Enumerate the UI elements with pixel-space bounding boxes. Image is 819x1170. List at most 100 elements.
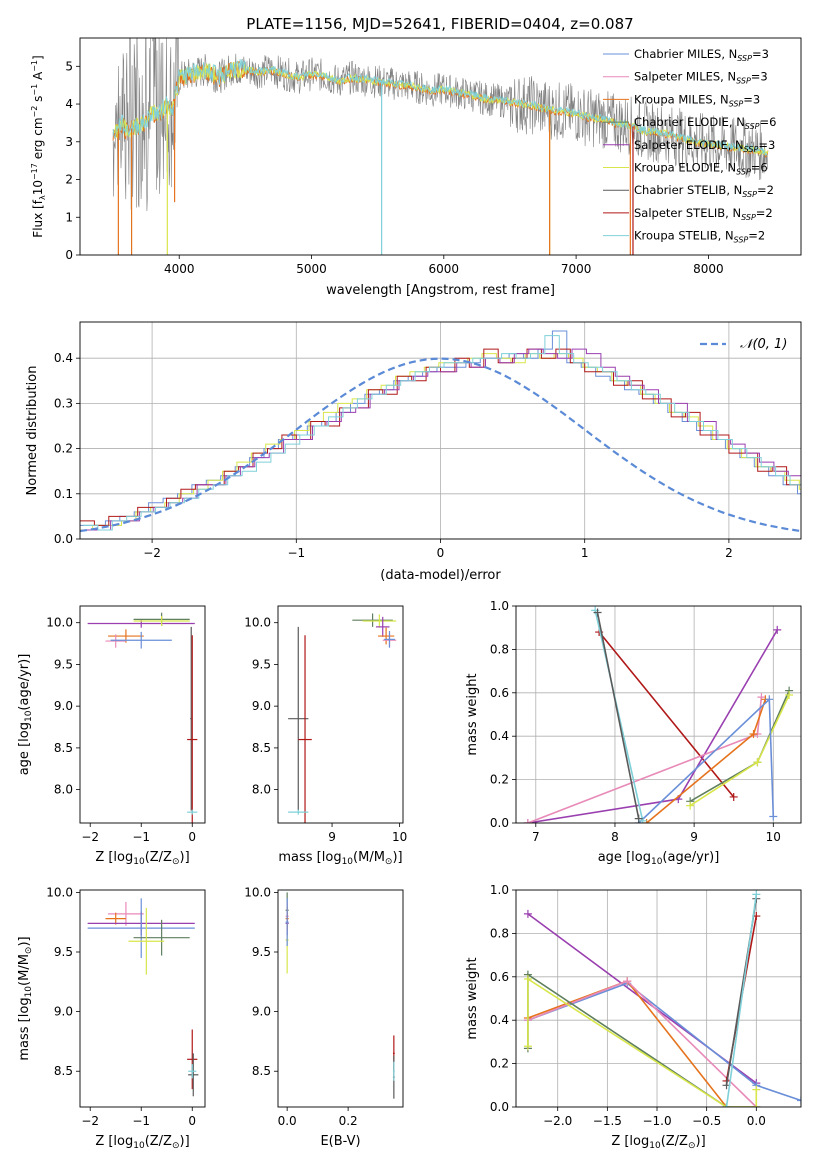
y-axis-label: age [log10(age/yr)] <box>17 654 34 776</box>
legend-entry-part: SSP <box>737 54 752 63</box>
panel-5: −2 −1 08.59.09.510.0Z [log10(Z/Z⊙)]mass [l… <box>17 885 206 1151</box>
y-axis-label-part: A <box>31 71 45 84</box>
legend-entry-part: =2 <box>756 206 773 220</box>
weight-point-marker <box>773 625 782 634</box>
panel-1: −2 −1 0 1 2 0.0 0.1 0.2 0.3 0.4 𝒩(0, 1) (data-model… <box>25 321 802 583</box>
y-axis-label-part: ⊙ <box>24 947 34 955</box>
y-axis-label-part: erg cm <box>31 117 45 163</box>
axes-frame <box>79 889 206 1108</box>
histogram-step <box>81 348 801 531</box>
legend-entry: Salpeter STELIB, NSSP=2 <box>634 206 773 222</box>
errorbar-point <box>288 809 309 815</box>
weight-point-marker <box>722 1103 731 1107</box>
errorbar-point <box>298 635 312 823</box>
weight-point-marker <box>765 695 774 704</box>
x-axis-label-part: (Z/Z <box>145 1134 172 1149</box>
x-axis-label-part: ⊙ <box>172 1141 180 1151</box>
weight-series-line <box>725 894 758 1107</box>
legend-entry-part: SSP <box>736 77 751 86</box>
y-tick-label: 8.5 <box>252 741 271 755</box>
y-tick-label: 10.0 <box>46 616 73 630</box>
y-tick-label: 8.5 <box>252 1064 271 1078</box>
legend-entry: Kroupa STELIB, NSSP=2 <box>634 229 765 245</box>
legend-entry: Kroupa MILES, NSSP=3 <box>634 92 760 108</box>
spectrum-model-line <box>112 58 768 156</box>
y-axis-label-part: (age/yr)] <box>17 654 32 711</box>
legend-entry-part: SSP <box>744 145 759 154</box>
weight-point-marker <box>634 814 643 823</box>
weight-point-marker <box>523 1042 532 1051</box>
y-tick-label: 8.5 <box>54 1064 73 1078</box>
x-axis-label-part: )] <box>180 1134 190 1149</box>
legend-entry-part: =6 <box>760 115 777 129</box>
y-tick-label: 0.4 <box>54 351 73 365</box>
y-axis-label-part: −1 <box>30 84 39 96</box>
x-tick-label: 4000 <box>164 262 195 276</box>
plot-area <box>87 612 198 823</box>
errorbar-point <box>187 635 198 823</box>
x-tick-label: −1 <box>287 546 305 560</box>
plot-area <box>516 890 801 1107</box>
axes-frame <box>79 321 802 540</box>
legend-entry-part: Salpeter ELODIE, <box>634 138 735 152</box>
x-tick-label: −1.5 <box>593 1114 622 1128</box>
legend-entry-part: N <box>734 183 743 197</box>
histogram-step <box>83 335 801 531</box>
x-tick-label: 0 <box>188 1114 196 1128</box>
legend-entry-part: SSP <box>745 122 760 131</box>
x-tick-label: −1 <box>132 1114 150 1128</box>
x-tick-label: −2 <box>81 1114 99 1128</box>
y-axis-label: mass weight <box>465 957 480 1039</box>
weight-point-marker <box>593 608 602 617</box>
plot-area <box>80 322 801 539</box>
y-tick-label: 9.0 <box>252 1005 271 1019</box>
panel-6: 0.0 0.2 8.5 9.0 9.5 10.0 E(B-V) <box>244 885 404 1149</box>
y-axis-label-part: age [log <box>17 722 32 775</box>
x-axis-label: (data-model)/error <box>380 568 501 583</box>
errorbar-point <box>110 631 172 649</box>
x-tick-label: 0 <box>188 830 196 844</box>
errorbar-point <box>108 901 144 926</box>
plot-area <box>285 892 395 1099</box>
y-axis-label: mass [log10(M/M⊙)] <box>17 936 34 1060</box>
y-tick-label: 0.8 <box>490 926 509 940</box>
y-tick-label: 1 <box>65 210 73 224</box>
x-tick-label: 0.0 <box>747 1114 766 1128</box>
y-axis-label-part: mass [log <box>17 997 32 1060</box>
x-axis-label: E(B-V) <box>320 1134 360 1149</box>
x-tick-label: 0 <box>437 546 445 560</box>
weight-point-marker <box>623 977 632 986</box>
x-axis-label: mass [log10(M/M⊙)] <box>278 850 402 867</box>
y-axis-label-part: ] <box>31 55 45 60</box>
legend-entry-part: =2 <box>757 183 774 197</box>
legend-entry: Salpeter MILES, NSSP=3 <box>634 70 768 86</box>
x-axis-label: Z [log10(Z/Z⊙)] <box>611 1134 705 1151</box>
y-tick-label: 9.5 <box>54 657 73 671</box>
legend-entry-part: =3 <box>751 70 768 84</box>
y-tick-label: 4 <box>65 97 73 111</box>
x-axis-label-part: Z [log <box>611 1134 649 1149</box>
y-tick-label: 0.2 <box>490 773 509 787</box>
axes-frame <box>515 605 802 824</box>
y-axis-label-part: (M/M <box>17 954 32 986</box>
y-tick-label: 9.0 <box>54 699 73 713</box>
errorbar-point <box>187 809 198 815</box>
y-axis-label-part: −1 <box>30 60 39 72</box>
x-axis-label-part: 10 <box>133 1141 145 1151</box>
x-axis-label-part: 10 <box>649 1141 661 1151</box>
legend-entry: Kroupa ELODIE, NSSP=6 <box>634 161 768 177</box>
legend-entry-part: =3 <box>743 92 760 106</box>
legend-entry-part: SSP <box>736 168 751 177</box>
x-axis-label-part: )] <box>180 850 190 865</box>
x-tick-label: 1 <box>581 546 589 560</box>
errorbar-point <box>188 1053 199 1097</box>
weight-point-marker <box>523 819 532 823</box>
legend-entry-part: SSP <box>741 213 756 222</box>
legend-entry-part: =6 <box>751 161 768 175</box>
legend-entry-part: SSP <box>742 190 757 199</box>
x-axis-label-part: (age/yr)] <box>662 850 719 865</box>
x-tick-label: −1.0 <box>642 1114 671 1128</box>
x-axis-label-part: (Z/Z <box>661 1134 688 1149</box>
